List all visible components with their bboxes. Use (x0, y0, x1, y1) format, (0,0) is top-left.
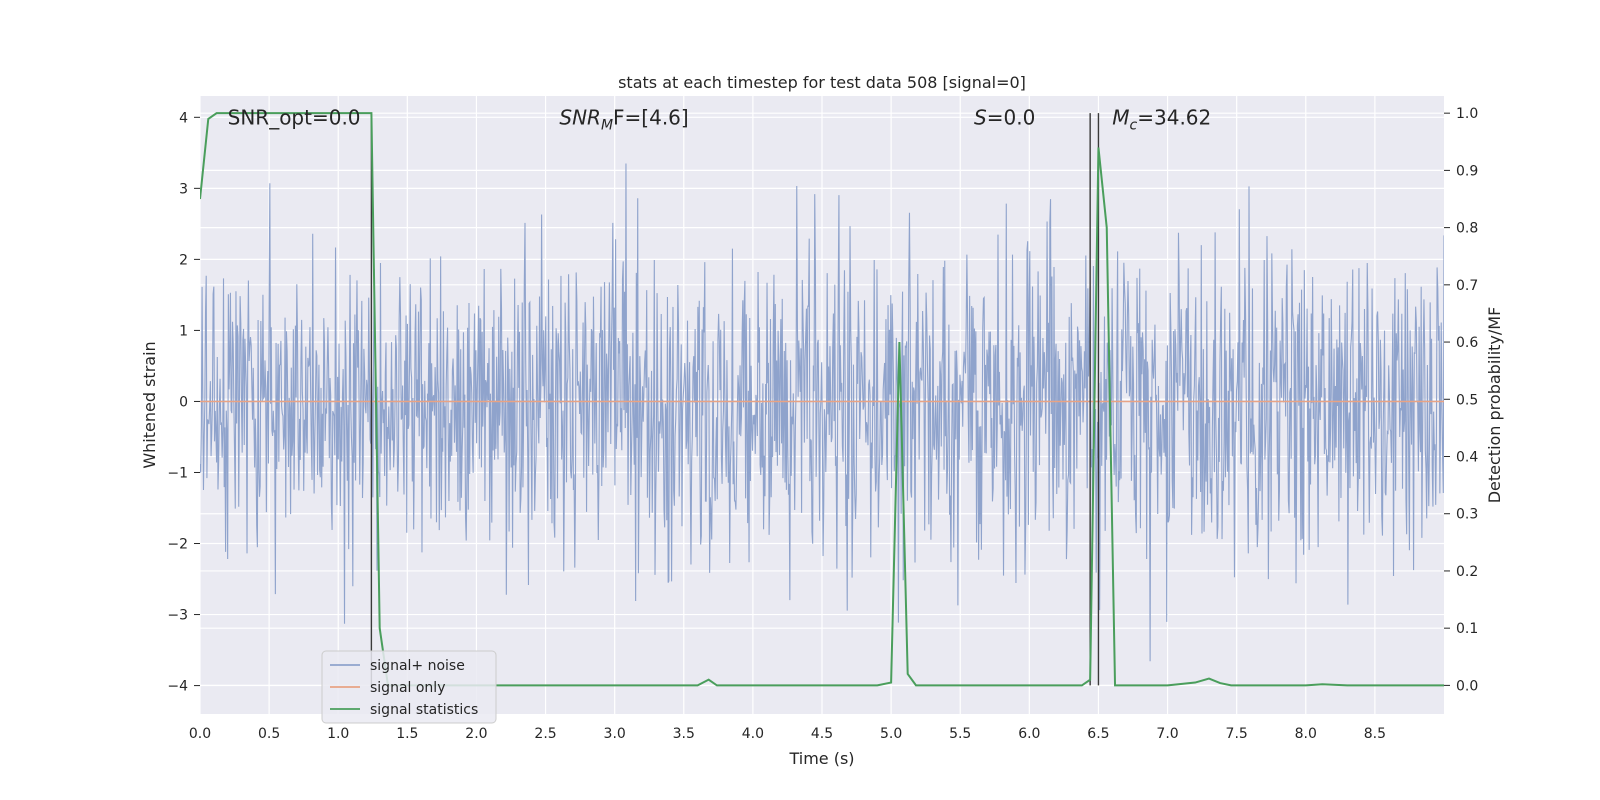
legend-entry: signal statistics (370, 702, 478, 718)
x-tick-label: 3.5 (673, 726, 695, 742)
x-tick-label: 4.5 (811, 726, 833, 742)
x-tick-label: 8.0 (1295, 726, 1317, 742)
y2-tick-label: 0.1 (1456, 621, 1478, 637)
y-axis-label: Whitened strain (140, 341, 159, 468)
y2-tick-label: 0.7 (1456, 278, 1478, 294)
x-axis-label: Time (s) (788, 749, 854, 768)
x-tick-label: 2.5 (534, 726, 556, 742)
legend: signal+ noise signal only signal statistic… (321, 650, 497, 724)
legend-entry: signal+ noise (370, 658, 465, 674)
x-tick-label: 2.0 (465, 726, 487, 742)
y-tick-label: 3 (179, 181, 188, 197)
annotations: SNR_opt=0.0 SNRMF=[4.6] S=0.0 Mc=34.62 (228, 105, 1212, 133)
y2-axis-label: Detection probability/MF (1485, 307, 1504, 504)
legend-box (321, 650, 497, 724)
x-tick-label: 0.5 (258, 726, 280, 742)
x-tick-label: 0.0 (189, 726, 211, 742)
legend-entry: signal only (370, 680, 445, 696)
y-tick-label: 2 (179, 252, 188, 268)
y2-tick-label: 0.4 (1456, 450, 1478, 466)
y2-tick-label: 0.2 (1456, 564, 1478, 580)
y2-tick-label: 0.9 (1456, 163, 1478, 179)
axes: 0.0 0.5 1.0 1.5 2.0 2.5 3.0 3.5 4.0 4.5 5.0 5.5 6.0 6… (167, 106, 1478, 742)
annotation-2: S=0.0 (974, 105, 1035, 129)
x-tick-label: 3.0 (604, 726, 626, 742)
y-tick-label: 1 (179, 323, 188, 339)
y2-tick-label: 0.5 (1456, 392, 1478, 408)
x-tick-label: 7.0 (1156, 726, 1178, 742)
x-tick-label: 4.0 (742, 726, 764, 742)
y2-tick-label: 0.6 (1456, 335, 1478, 351)
annotation-1: SNRMF=[4.6] (559, 105, 688, 133)
x-tick-label: 5.5 (949, 726, 971, 742)
series-signal-statistics-line (200, 112, 1444, 687)
x-tick-label: 8.5 (1364, 726, 1386, 742)
plot-area (200, 112, 1444, 687)
x-tick-label: 1.0 (327, 726, 349, 742)
y-tick-label: −2 (167, 537, 188, 553)
x-tick-label: 6.0 (1018, 726, 1040, 742)
y-tick-label: −4 (167, 679, 188, 695)
x-tick-label: 6.5 (1087, 726, 1109, 742)
chart-title: stats at each timestep for test data 508… (618, 73, 1026, 92)
series-signal-noise-line (200, 163, 1444, 662)
y2-tick-label: 0.0 (1456, 678, 1478, 694)
y-tick-label: 0 (179, 394, 188, 410)
annotation-3: Mc=34.62 (1112, 105, 1211, 133)
x-tick-label: 7.5 (1226, 726, 1248, 742)
y-tick-label: −1 (167, 465, 188, 481)
x-tick-label: 5.0 (880, 726, 902, 742)
y-tick-label: −3 (167, 608, 188, 624)
y-tick-label: 4 (179, 110, 188, 126)
x-tick-label: 1.5 (396, 726, 418, 742)
y2-tick-label: 0.8 (1456, 221, 1478, 237)
annotation-0: SNR_opt=0.0 (228, 105, 361, 129)
y2-tick-label: 1.0 (1456, 106, 1478, 122)
y2-tick-label: 0.3 (1456, 507, 1478, 523)
